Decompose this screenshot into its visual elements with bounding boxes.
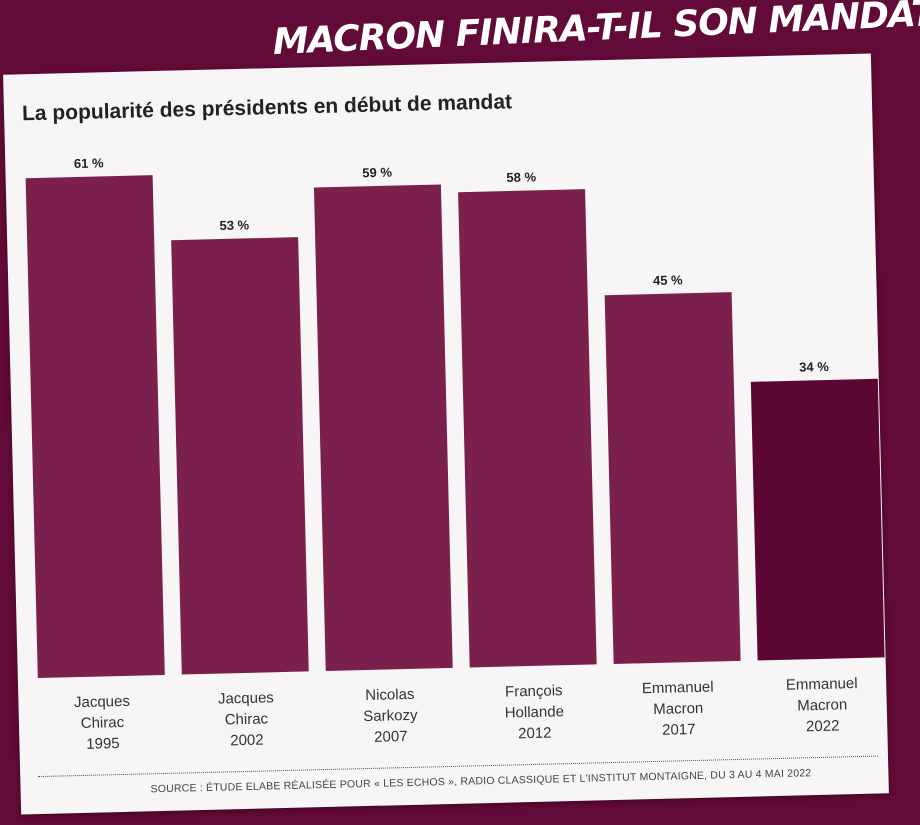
bar-3 — [458, 189, 597, 668]
category-label-4-2: 2017 — [662, 721, 696, 739]
category-label-0-2: 1995 — [86, 735, 120, 753]
category-label-5-0: Emmanuel — [786, 675, 858, 694]
bar-1 — [171, 237, 309, 675]
category-label-1-0: Jacques — [218, 689, 274, 707]
bar-chart: 61 % Jacques Chirac 1995 53 % Jacques Chirac 20… — [25, 155, 885, 753]
category-label-5-1: Macron — [797, 696, 847, 714]
category-label-2-0: Nicolas — [365, 686, 415, 704]
category-label-4-0: Emmanuel — [642, 679, 714, 698]
category-label-1-1: Chirac — [225, 710, 269, 728]
value-label-2: 59 % — [362, 165, 392, 181]
value-label-3: 58 % — [506, 169, 536, 185]
value-label-0: 61 % — [74, 155, 104, 171]
category-label-2-2: 2007 — [374, 728, 408, 746]
chart-card: La popularité des présidents en début de… — [3, 53, 889, 815]
bar-2 — [313, 184, 453, 672]
value-label-4: 45 % — [653, 272, 683, 288]
category-label-5-2: 2022 — [806, 717, 840, 735]
bar-5 — [750, 378, 885, 661]
category-label-0-0: Jacques — [74, 693, 130, 711]
bar-4 — [604, 292, 741, 664]
category-label-3-2: 2012 — [518, 725, 552, 743]
bar-0 — [25, 175, 165, 679]
category-label-3-0: François — [505, 682, 563, 700]
category-label-4-1: Macron — [653, 700, 703, 718]
category-label-0-1: Chirac — [81, 714, 125, 732]
category-label-3-1: Hollande — [505, 703, 565, 721]
category-label-2-1: Sarkozy — [363, 707, 418, 725]
value-label-1: 53 % — [219, 217, 249, 233]
category-label-1-2: 2002 — [230, 732, 264, 750]
value-label-5: 34 % — [799, 359, 829, 375]
